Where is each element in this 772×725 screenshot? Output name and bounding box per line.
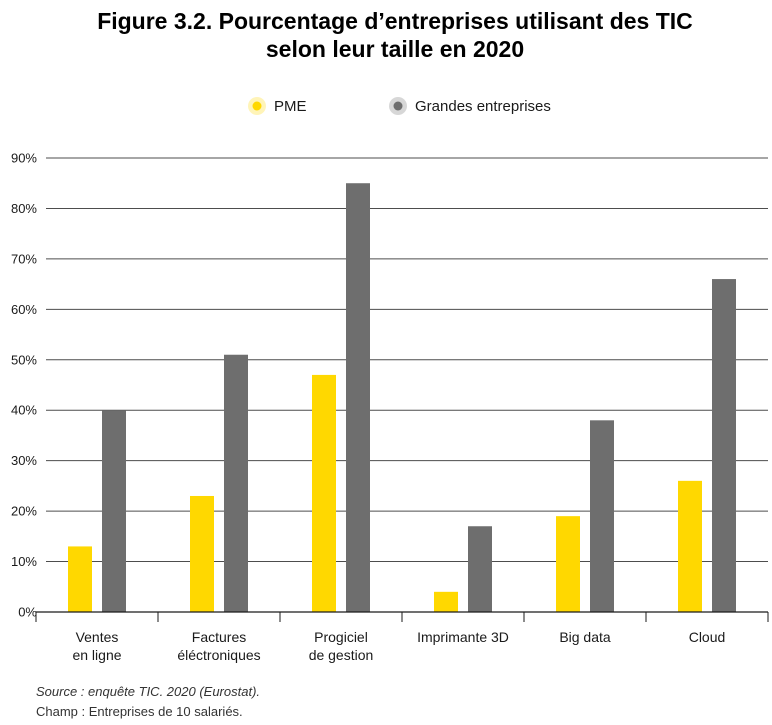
champ-note: Champ : Entreprises de 10 salariés. xyxy=(36,704,243,719)
x-axis xyxy=(35,611,769,622)
bar-pme xyxy=(190,495,214,612)
x-tick-label: Factures éléctroniques xyxy=(177,629,260,663)
y-tick-label: 20% xyxy=(11,504,37,519)
chart-subtitle: selon leur taille en 2020 xyxy=(266,36,524,62)
bar-grandes-entreprises xyxy=(590,420,614,612)
y-tick-label: 0% xyxy=(18,605,37,620)
y-axis-ticks: 0% 10% 20% 30% 40% 50% 60% 70% 80% 90% xyxy=(11,151,37,620)
y-tick-label: 80% xyxy=(11,201,37,216)
legend-marker xyxy=(393,101,403,111)
y-tick-label: 70% xyxy=(11,251,37,266)
bar-grandes-entreprises xyxy=(712,279,736,612)
y-tick-label: 90% xyxy=(11,151,37,166)
bar-pme xyxy=(556,516,580,612)
x-tick-label: Progiciel de gestion xyxy=(309,629,374,663)
bar-pme xyxy=(68,546,92,612)
bar-grandes-entreprises xyxy=(468,526,492,612)
chart-title: Figure 3.2. Pourcentage d’entreprises ut… xyxy=(97,8,693,34)
x-axis-labels: Ventes en ligne Factures éléctroniques Progi… xyxy=(72,629,725,663)
legend-label: Grandes entreprises xyxy=(415,98,551,115)
bar-grandes-entreprises xyxy=(224,354,248,612)
bar-grandes-entreprises xyxy=(346,183,370,612)
legend-marker xyxy=(252,101,262,111)
x-tick-label: Big data xyxy=(559,629,611,645)
bar-pme xyxy=(434,591,458,612)
y-tick-label: 40% xyxy=(11,403,37,418)
x-tick-label: Cloud xyxy=(689,629,726,645)
y-tick-label: 60% xyxy=(11,302,37,317)
y-tick-label: 30% xyxy=(11,453,37,468)
x-tick-label: Ventes en ligne xyxy=(72,629,121,663)
gridlines xyxy=(46,157,768,563)
source-note: Source : enquête TIC. 2020 (Eurostat). xyxy=(36,684,261,699)
y-tick-label: 50% xyxy=(11,352,37,367)
bar-pme xyxy=(678,480,702,612)
y-tick-label: 10% xyxy=(11,554,37,569)
bar-pme xyxy=(312,374,336,612)
legend: PME Grandes entreprises xyxy=(248,97,551,115)
bar-grandes-entreprises xyxy=(102,410,126,612)
bars xyxy=(68,183,736,612)
legend-label: PME xyxy=(274,98,307,115)
x-tick-label: Imprimante 3D xyxy=(417,629,509,645)
